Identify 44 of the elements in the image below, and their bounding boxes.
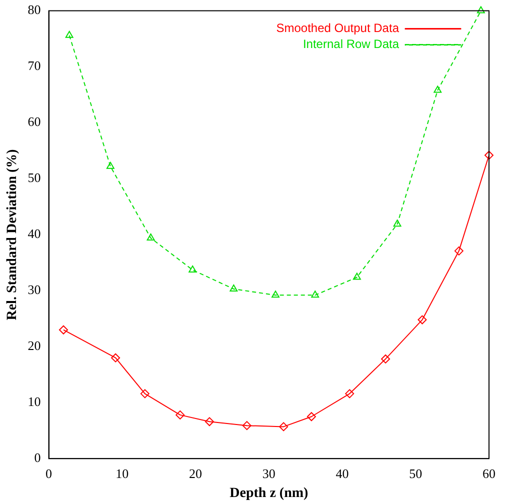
point <box>454 246 464 256</box>
x-axis-title: Depth z (nm) <box>230 486 309 502</box>
point <box>204 417 214 426</box>
y-tick-label: 80 <box>28 2 41 18</box>
point <box>381 354 390 364</box>
x-tick-label: 50 <box>409 466 422 481</box>
x-tick-label: 40 <box>336 466 349 481</box>
y-tick-label: 50 <box>28 170 41 186</box>
y-tick-label: 60 <box>28 114 41 130</box>
point <box>176 410 185 420</box>
point <box>146 234 155 241</box>
point <box>434 86 442 93</box>
legend-label: Internal Row Data <box>302 37 400 52</box>
point <box>418 315 427 324</box>
point <box>242 421 252 430</box>
y-tick-label: 20 <box>28 338 41 354</box>
point <box>272 290 280 298</box>
x-tick-label: 10 <box>116 466 129 481</box>
y-axis-title: Rel. Standard Deviation (%) <box>5 148 20 320</box>
point <box>140 389 150 398</box>
point <box>230 284 238 292</box>
point <box>352 272 361 280</box>
point <box>484 150 494 160</box>
x-tick-label: 0 <box>46 466 52 481</box>
point <box>65 30 74 38</box>
point <box>393 220 402 227</box>
y-tick-label: 0 <box>34 450 41 466</box>
point <box>311 290 320 298</box>
x-tick-label: 20 <box>189 466 202 481</box>
point <box>111 353 120 362</box>
y-tick-label: 40 <box>28 226 41 242</box>
point <box>188 265 197 272</box>
x-tick-label: 30 <box>262 466 276 481</box>
point <box>279 422 288 432</box>
point <box>476 6 485 14</box>
point <box>58 325 68 334</box>
y-tick-label: 70 <box>28 58 41 74</box>
point <box>306 412 316 422</box>
x-tick-label: 60 <box>482 466 496 481</box>
y-tick-label: 30 <box>28 282 41 298</box>
y-tick-label: 10 <box>28 394 41 410</box>
point <box>106 162 114 169</box>
legend-label: Smoothed Output Data <box>276 21 400 36</box>
point <box>345 389 354 398</box>
